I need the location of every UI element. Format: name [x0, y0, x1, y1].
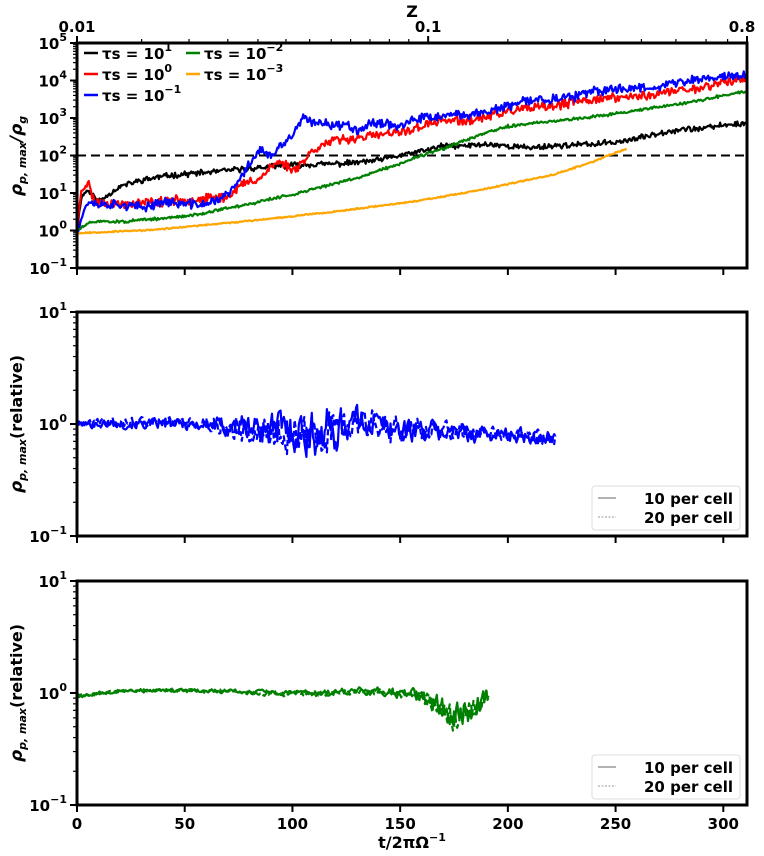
- y-tick-label: 100: [38, 219, 67, 241]
- legend-entry-label: τs = 10−3: [204, 62, 283, 84]
- legend-box: [591, 485, 741, 531]
- y-tick-label: 100: [38, 681, 67, 703]
- x-tick-label: 0: [72, 815, 82, 833]
- y-tick-label: 102: [38, 144, 67, 166]
- middle-y-axis-title: ρp, max(relative): [7, 355, 29, 493]
- top-axis-tick-label: 0.01: [58, 18, 95, 36]
- top-axis-tick-label: 0.1: [415, 18, 442, 36]
- legend-entry-label: 10 per cell: [644, 490, 733, 508]
- x-tick-label: 300: [708, 815, 739, 833]
- series-line-4: [77, 147, 628, 235]
- y-tick-label: 101: [38, 300, 67, 322]
- y-tick-label: 101: [38, 569, 67, 591]
- legend-entry-label: τs = 101: [102, 41, 172, 63]
- x-tick-label: 200: [492, 815, 523, 833]
- middle-series-group: [77, 403, 557, 458]
- series-clip-group: [77, 403, 557, 458]
- series-line-2: [77, 70, 747, 233]
- y-tick-label: 104: [38, 69, 67, 91]
- legend-box: [591, 754, 741, 800]
- series-line-1: [77, 687, 490, 732]
- y-tick-label: 103: [38, 106, 67, 128]
- series-line-0: [77, 120, 747, 233]
- top-axis-tick-label: 0.8: [729, 18, 756, 36]
- bottom-x-axis-title: t/2πΩ−1: [378, 831, 446, 852]
- bottom-y-axis-title: ρp, max(relative): [7, 624, 29, 762]
- series-clip-group: [77, 686, 490, 732]
- top-x-axis-title: Z: [406, 2, 418, 21]
- x-tick-label: 100: [277, 815, 308, 833]
- bottom-axes: 10−1 100 101 0 50 100 150 200 250 300: [29, 569, 739, 833]
- legend-entry-label: 10 per cell: [644, 759, 733, 777]
- y-tick-label: 10−1: [29, 256, 67, 278]
- top-series-group: [77, 70, 747, 235]
- legend-entry-label: 20 per cell: [644, 778, 733, 796]
- legend-entry-label: τs = 100: [102, 62, 172, 84]
- series-line-3: [77, 90, 747, 232]
- y-tick-label: 100: [38, 412, 67, 434]
- y-tick-label: 10−1: [29, 793, 67, 815]
- y-tick-label: 101: [38, 181, 67, 203]
- legend-entry-label: τs = 10−1: [102, 83, 181, 105]
- legend-entry-label: 20 per cell: [644, 509, 733, 527]
- series-line-1: [77, 409, 557, 456]
- panel-middle: 10−1 100 101 ρp, max(relative) 10 per cell…: [7, 300, 749, 546]
- panel-bottom: 10−1 100 101 0 50 100 150 200 250 300 ρp, max(rel…: [7, 569, 749, 852]
- x-tick-label: 150: [384, 815, 415, 833]
- series-clip-group: [77, 70, 747, 235]
- legend-entry-label: τs = 10−2: [204, 41, 283, 63]
- y-tick-label: 105: [38, 31, 67, 53]
- y-tick-label: 10−1: [29, 524, 67, 546]
- x-tick-label: 250: [600, 815, 631, 833]
- bottom-series-group: [77, 686, 490, 732]
- x-tick-label: 50: [174, 815, 195, 833]
- middle-axes: 10−1 100 101: [29, 300, 725, 546]
- top-y-axis-title: ρp, max/ρg: [7, 116, 29, 196]
